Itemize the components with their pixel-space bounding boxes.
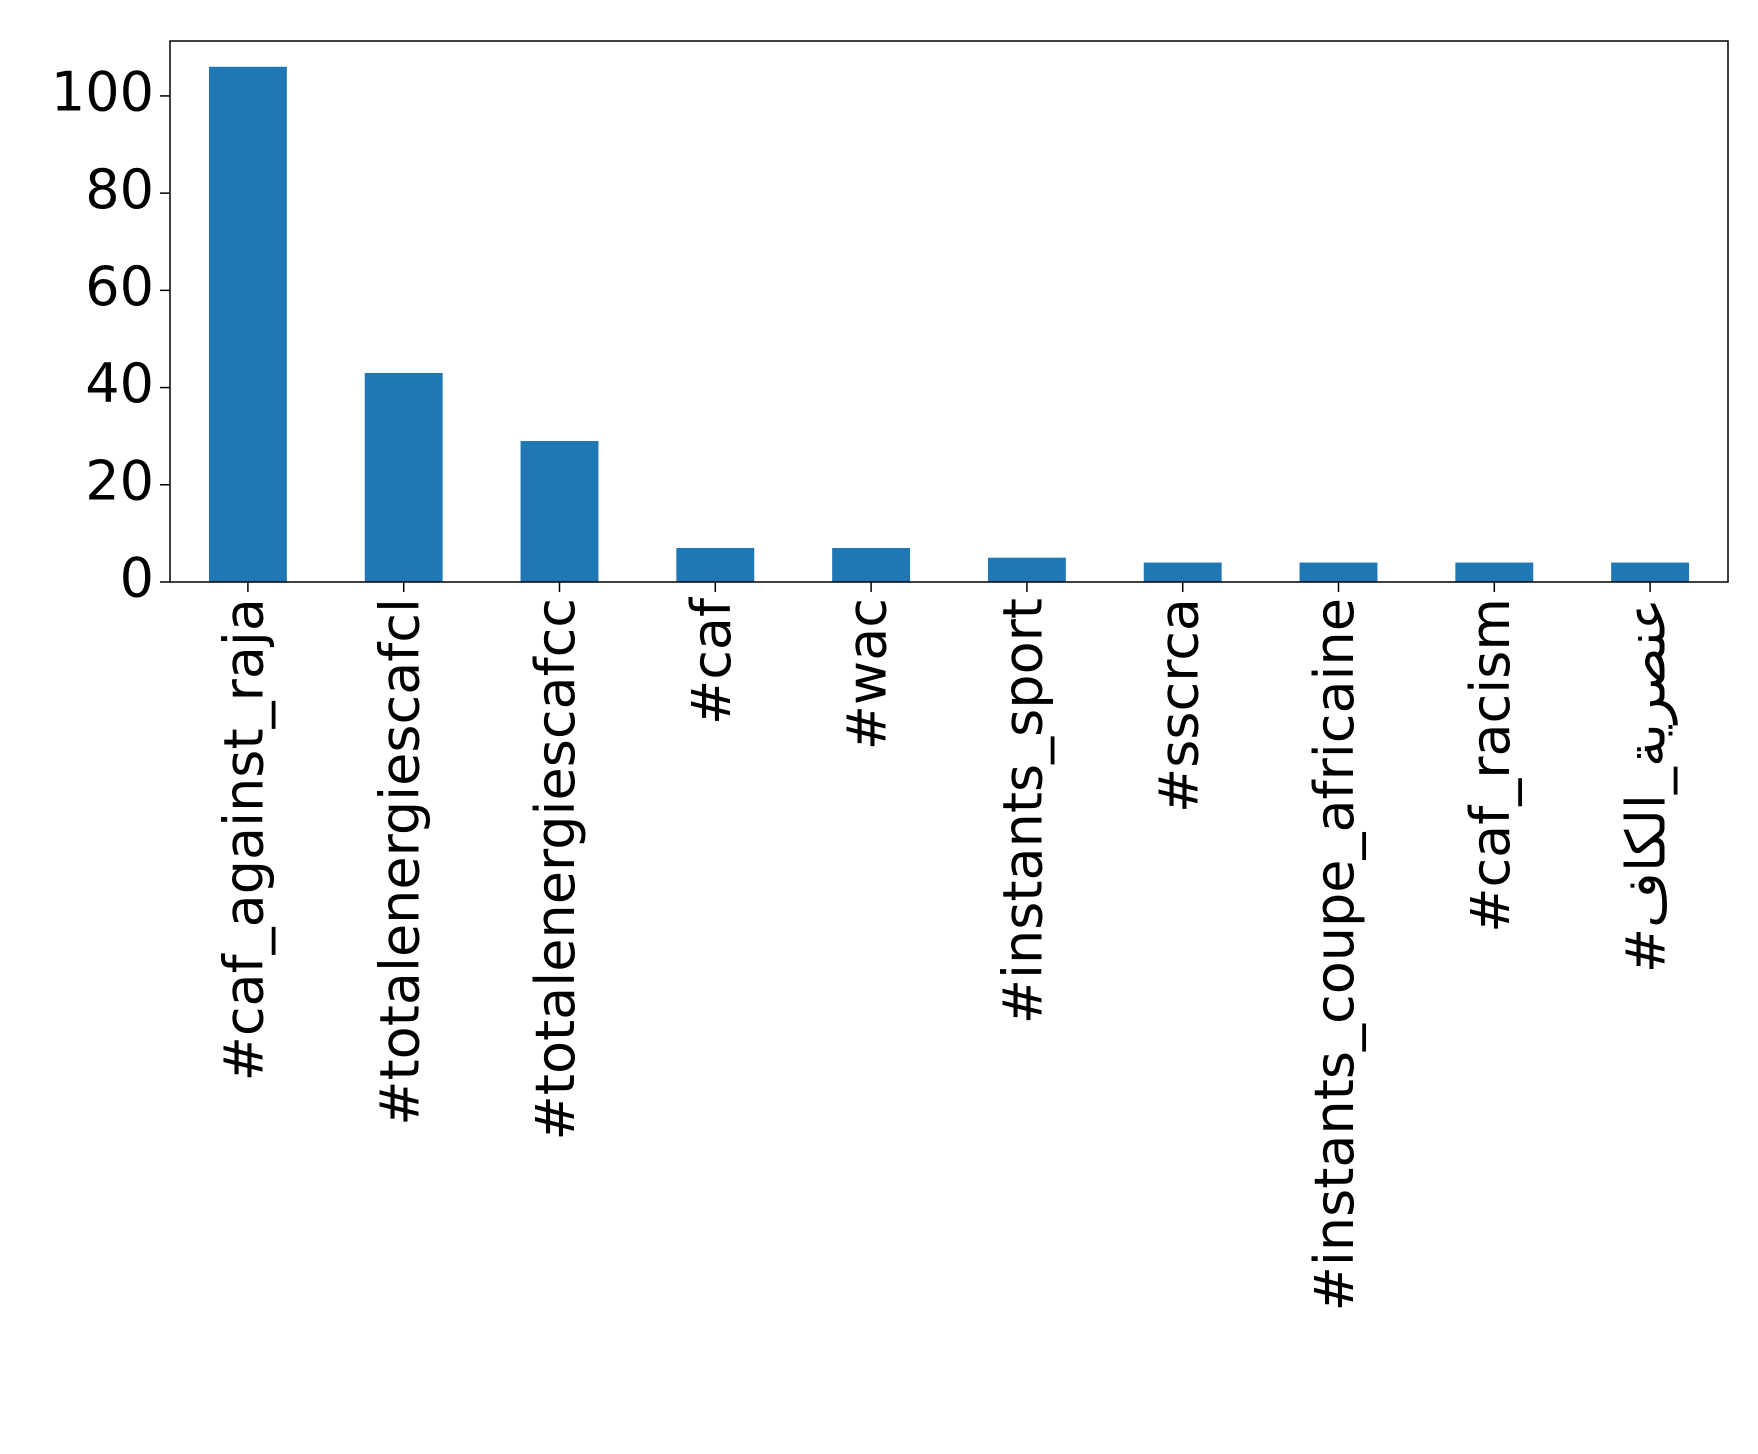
bar xyxy=(1455,562,1534,582)
x-tick-label: #عنصرية_الكاف xyxy=(1615,598,1678,973)
y-tick-label: 100 xyxy=(51,61,154,124)
x-tick-label: #caf_against_raja xyxy=(213,598,276,1081)
x-tick-label: #instants_coupe_africaine xyxy=(1303,598,1366,1311)
bar xyxy=(832,547,911,582)
x-tick-label: #wac xyxy=(836,598,899,750)
y-tick-label: 80 xyxy=(85,158,154,221)
x-tick-label: #instants_sport xyxy=(992,598,1055,1024)
x-tick-label: #caf_racism xyxy=(1459,598,1522,933)
bar xyxy=(520,441,599,582)
y-tick-label: 0 xyxy=(120,547,154,610)
bar xyxy=(364,372,443,582)
bar xyxy=(208,66,287,582)
plot-frame xyxy=(169,40,1729,583)
x-tick-label: #caf xyxy=(680,596,743,725)
x-tick-label: #totalenergiescafcc xyxy=(524,598,587,1140)
x-tick-label: #sscrca xyxy=(1147,598,1210,813)
y-tick-label: 40 xyxy=(85,352,154,415)
y-tick-label: 60 xyxy=(85,255,154,318)
bar xyxy=(676,547,755,582)
y-tick-label: 20 xyxy=(85,449,154,512)
bar xyxy=(1143,562,1222,582)
bar xyxy=(1611,562,1690,582)
x-tick-label: #totalenergiescafcl xyxy=(368,598,431,1126)
bar xyxy=(987,557,1066,582)
bar xyxy=(1299,562,1378,582)
